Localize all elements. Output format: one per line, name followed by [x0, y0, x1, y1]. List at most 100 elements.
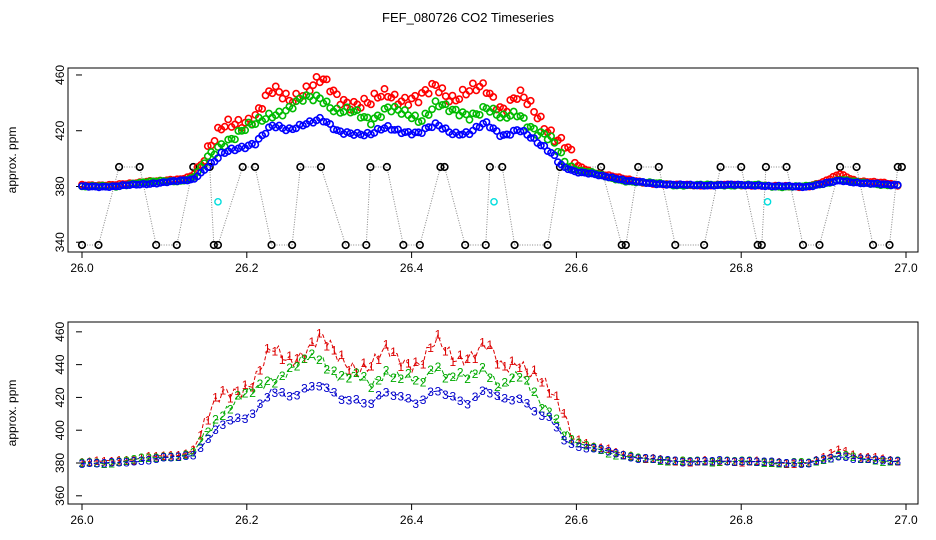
series-2-label: 2 [286, 361, 293, 375]
black-series-point [510, 240, 519, 250]
series-3-label: 3 [538, 409, 545, 423]
series-1-label: 1 [242, 378, 249, 392]
series-3-label: 3 [205, 432, 212, 446]
top-xtick-label: 26.0 [70, 261, 94, 275]
series-3-label: 3 [175, 450, 182, 464]
black-series-point [753, 240, 762, 250]
series-1-label: 1 [79, 455, 86, 469]
series-3-label: 3 [123, 456, 130, 470]
series-3-label: 3 [590, 442, 597, 456]
series-2-label: 2 [405, 367, 412, 381]
series-3-label: 3 [279, 385, 286, 399]
series-3-label: 3 [138, 454, 145, 468]
series-2-label: 2 [494, 380, 501, 394]
black-series-connector [761, 166, 767, 246]
black-series-point [897, 162, 906, 172]
series-2-label: 2 [242, 386, 249, 400]
series-3-label: 3 [368, 397, 375, 411]
series-2-label: 2 [205, 425, 212, 439]
series-1-point [557, 133, 566, 142]
series-2-point [316, 94, 324, 103]
series-3-point [587, 169, 596, 178]
top-xtick-label: 27.0 [894, 261, 918, 275]
series-3-label: 3 [798, 457, 805, 471]
series-2-label: 2 [123, 454, 130, 468]
series-2-label: 2 [472, 367, 479, 381]
series-3-label: 3 [234, 411, 241, 425]
series-2-label: 2 [576, 436, 583, 450]
series-3-point [251, 140, 260, 149]
series-1-label: 1 [175, 449, 182, 463]
series-3-label: 3 [116, 455, 123, 469]
top-xtick-label: 26.8 [730, 261, 754, 275]
series-2-label: 2 [346, 371, 353, 385]
black-series-point [868, 240, 878, 250]
series-1-point [509, 94, 518, 103]
series-1-label: 1 [346, 364, 353, 378]
black-series-connector [444, 166, 466, 246]
black-series-connector [320, 166, 347, 246]
black-series-connector [740, 166, 759, 246]
series-1-label: 1 [182, 447, 189, 461]
black-series-point [415, 240, 424, 250]
series-1-point [258, 105, 267, 113]
black-series-connector [217, 166, 244, 246]
series-3-label: 3 [642, 451, 649, 465]
series-3-label: 3 [791, 456, 798, 470]
series-1-label: 1 [323, 339, 330, 353]
series-2-point [519, 114, 528, 122]
series-1-point [567, 145, 576, 154]
series-1-label: 1 [850, 448, 857, 462]
series-2-label: 2 [746, 454, 753, 468]
series-2-label: 2 [479, 360, 486, 374]
series-1-label: 1 [249, 381, 256, 395]
series-2-label: 2 [294, 359, 301, 373]
black-series-point [617, 240, 626, 250]
series-3-label: 3 [405, 392, 412, 406]
series-1-label: 1 [294, 352, 301, 366]
series-1-label: 1 [116, 454, 123, 468]
black-series-point [885, 240, 894, 250]
series-3-label: 3 [694, 454, 701, 468]
series-1-label: 1 [368, 359, 375, 373]
series-2-label: 2 [553, 412, 560, 426]
series-3-label: 3 [190, 449, 197, 463]
series-2-label: 2 [383, 364, 390, 378]
series-2-point [237, 126, 246, 135]
series-2-label: 2 [101, 457, 108, 471]
series-2-label: 2 [301, 352, 308, 366]
black-series-connector [889, 166, 899, 246]
series-3-label: 3 [576, 440, 583, 454]
series-3-label: 3 [768, 455, 775, 469]
series-2-label: 2 [501, 376, 508, 390]
black-series-point [782, 162, 791, 172]
series-2-point [322, 97, 331, 106]
series-2-point [343, 103, 352, 112]
series-3-point [390, 125, 399, 134]
series-3-point [397, 129, 406, 138]
black-series-point [238, 162, 247, 172]
series-3-point [825, 178, 834, 187]
series-1-label: 1 [383, 337, 390, 351]
series-2-label: 2 [487, 371, 494, 385]
series-3-label: 3 [145, 454, 152, 468]
series-3-label: 3 [264, 390, 271, 404]
series-2-label: 2 [457, 366, 464, 380]
series-1-label: 1 [420, 358, 427, 372]
series-3-point [414, 128, 423, 137]
series-1-label: 1 [212, 390, 219, 404]
series-2-label: 2 [435, 360, 442, 374]
series-2-label: 2 [657, 454, 664, 468]
series-2-point [530, 124, 538, 133]
series-1-label: 1 [234, 384, 241, 398]
series-1-label: 1 [694, 455, 701, 469]
top-panel: 26.0 26.2 26.4 26.6 26.8 27.0 340 380 420 460 app… [5, 65, 919, 275]
series-3-label: 3 [635, 452, 642, 466]
series-3-point [183, 176, 192, 185]
series-1-label: 1 [331, 343, 338, 357]
series-3-point [577, 168, 586, 177]
series-2-point [251, 120, 260, 128]
series-1-label: 1 [598, 441, 605, 455]
series-2-label: 2 [271, 376, 278, 390]
series-1-point [244, 114, 253, 123]
